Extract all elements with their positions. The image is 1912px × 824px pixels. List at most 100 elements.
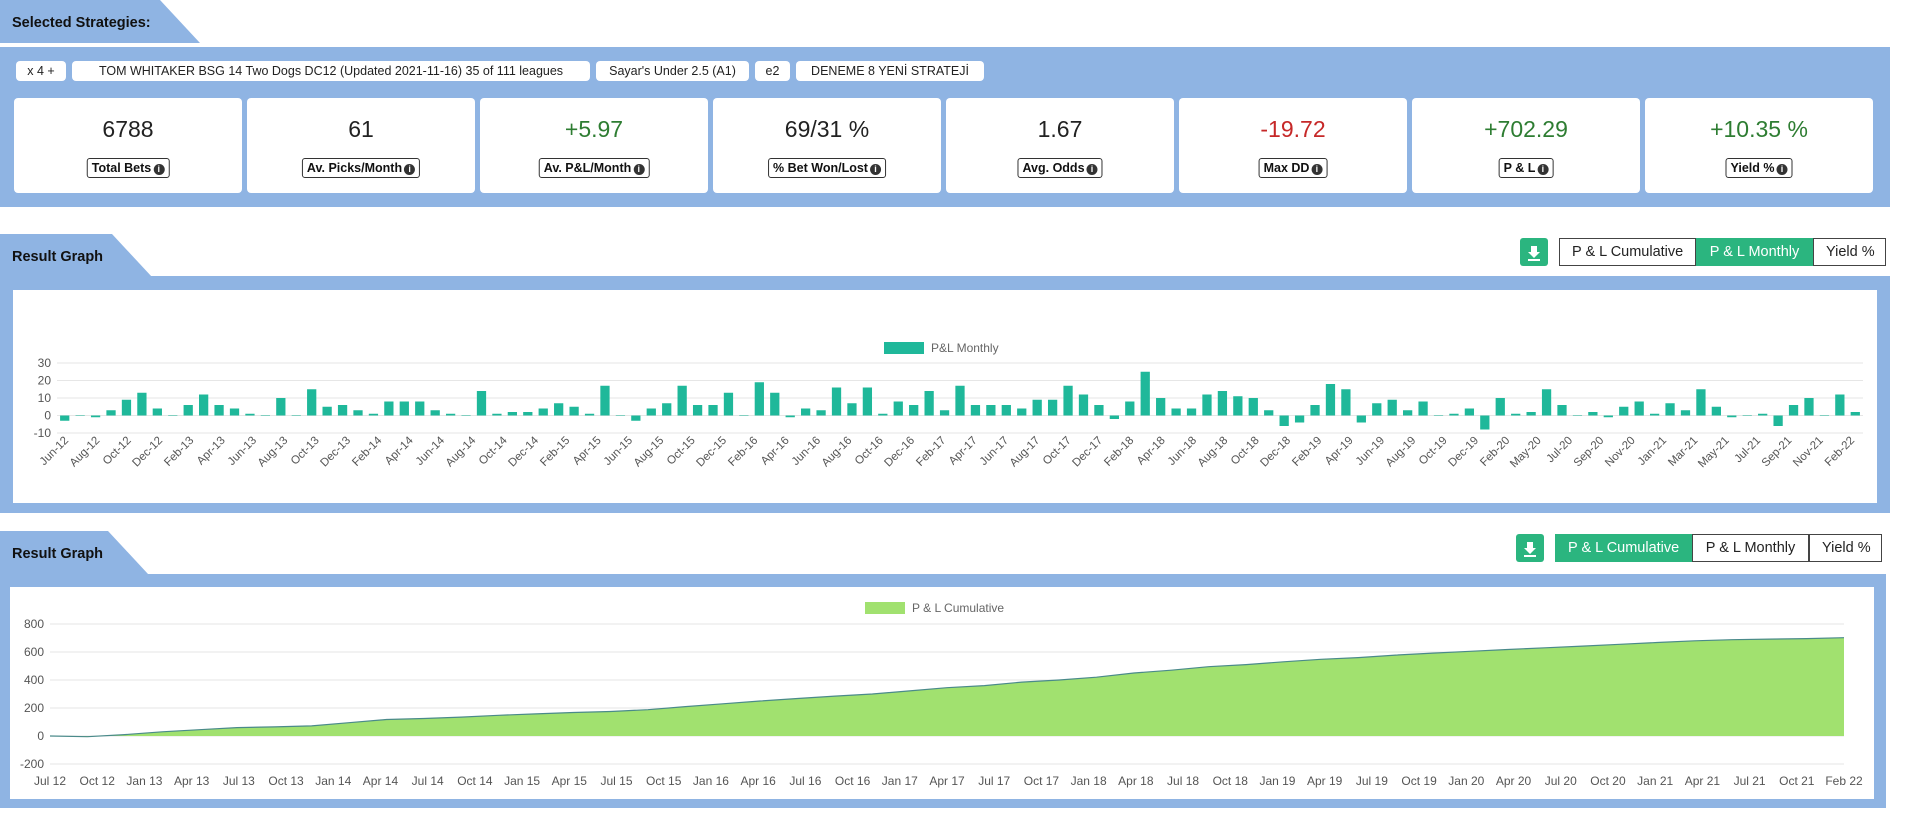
info-icon[interactable]: i <box>153 164 165 175</box>
info-icon[interactable]: i <box>869 164 881 175</box>
chart-toggle-button[interactable]: Yield % <box>1813 238 1886 266</box>
bar <box>1279 415 1289 426</box>
bar <box>1387 399 1397 416</box>
stat-card: +5.97 Av. P&L/Month i <box>480 98 708 193</box>
x-tick-label: Oct 13 <box>268 774 304 788</box>
bar <box>615 415 626 416</box>
bar <box>1649 413 1660 416</box>
x-tick-label: Jun-16 <box>790 435 823 468</box>
bar <box>183 405 193 416</box>
bar <box>523 412 533 416</box>
info-icon[interactable]: i <box>404 164 416 175</box>
x-tick-label: Dec-19 <box>1446 435 1481 470</box>
x-tick-label: Apr-18 <box>1135 435 1168 468</box>
download-button-1[interactable] <box>1520 238 1548 266</box>
x-tick-label: Oct 14 <box>457 774 493 788</box>
chart-toggle-button[interactable]: P & L Monthly <box>1692 534 1809 562</box>
strategy-chip[interactable]: x 4 + <box>16 61 66 81</box>
x-tick-label: Feb-20 <box>1478 435 1512 469</box>
info-icon[interactable]: i <box>1537 164 1549 175</box>
x-tick-label: Feb-15 <box>538 435 572 469</box>
strategy-chip[interactable]: TOM WHITAKER BSG 14 Two Dogs DC12 (Updat… <box>72 61 590 81</box>
bar <box>1680 410 1691 416</box>
download-icon <box>1528 246 1540 261</box>
bar <box>152 408 162 416</box>
x-tick-label: Oct-13 <box>289 435 322 468</box>
x-tick-label: Jul 21 <box>1734 774 1766 788</box>
bar <box>1619 406 1629 416</box>
x-tick-label: Apr 16 <box>740 774 776 788</box>
bar <box>368 413 379 416</box>
bar <box>307 389 317 416</box>
cumulative-pl-chart: P & L Cumulative 800 600 400 200 0 -200 Jul 12 O… <box>20 601 1863 788</box>
stat-value: +702.29 <box>1484 116 1568 142</box>
bar <box>631 415 641 421</box>
x-tick-label: Jul 18 <box>1167 774 1199 788</box>
bar <box>199 394 209 416</box>
stat-label[interactable]: Yield % i <box>1725 158 1793 178</box>
stat-card: 6788 Total Bets i <box>14 98 242 193</box>
x-tick-label: Jan 18 <box>1071 774 1107 788</box>
graph2-area: P & L Cumulative 800 600 400 200 0 -200 Jul 12 O… <box>10 587 1874 799</box>
info-icon[interactable]: i <box>1311 164 1323 175</box>
result-graph-title-1: Result Graph <box>12 249 104 265</box>
stat-label[interactable]: % Bet Won/Lost i <box>768 158 886 178</box>
bar <box>1711 406 1721 416</box>
bar <box>924 391 934 416</box>
x-tick-label: Jun-13 <box>226 435 259 468</box>
stat-label[interactable]: Total Bets i <box>86 158 170 178</box>
bar <box>739 415 749 416</box>
bar <box>939 410 950 416</box>
chart-toggle-button[interactable]: Yield % <box>1809 534 1882 562</box>
strategy-chip[interactable]: Sayar's Under 2.5 (A1) <box>596 61 749 81</box>
bar <box>862 387 873 416</box>
x-tick-label: Feb-19 <box>1290 435 1324 469</box>
strategy-chip[interactable]: e2 <box>755 61 790 81</box>
stat-card: 69/31 % % Bet Won/Lost i <box>713 98 941 193</box>
bar <box>1233 396 1243 416</box>
stat-label[interactable]: Avg. Odds i <box>1017 158 1103 178</box>
chart-toggle-button[interactable]: P & L Cumulative <box>1555 534 1692 562</box>
bar <box>1125 401 1135 416</box>
stat-label[interactable]: Av. Picks/Month i <box>301 158 421 178</box>
x-tick-label: Jan 20 <box>1448 774 1484 788</box>
bar <box>1047 399 1058 416</box>
bar <box>1495 398 1505 416</box>
stat-label[interactable]: Max DD i <box>1258 158 1328 178</box>
stat-value: 6788 <box>102 116 154 142</box>
x-tick-label: Aug-12 <box>68 435 103 470</box>
stat-card: 61 Av. Picks/Month i <box>247 98 475 193</box>
bar <box>554 403 564 416</box>
bar <box>1171 408 1181 416</box>
bar <box>1850 412 1860 416</box>
x-tick-label: Apr-16 <box>759 435 792 468</box>
bar <box>1109 415 1119 419</box>
chart-toggle-button[interactable]: P & L Monthly <box>1696 238 1813 266</box>
bar <box>1758 413 1768 416</box>
info-icon[interactable]: i <box>633 164 645 175</box>
stat-card: 1.67 Avg. Odds i <box>946 98 1174 193</box>
bar <box>970 405 981 416</box>
bar <box>399 401 409 416</box>
bar <box>1032 399 1042 416</box>
x-tick-label: Dec-13 <box>318 435 353 470</box>
bar <box>1449 413 1459 416</box>
x-tick-label: Feb-22 <box>1823 435 1857 469</box>
info-icon[interactable]: i <box>1086 164 1098 175</box>
x-tick-label: Oct 21 <box>1779 774 1815 788</box>
stat-value: 61 <box>348 116 374 142</box>
chart-toggle-button[interactable]: P & L Cumulative <box>1559 238 1696 266</box>
stat-label-text: Total Bets <box>91 161 152 175</box>
series-line <box>49 637 1845 738</box>
stat-label-text: Yield % <box>1730 161 1775 175</box>
stat-label[interactable]: Av. P&L/Month i <box>538 158 650 178</box>
x-tick-label: Jul 16 <box>789 774 821 788</box>
info-icon[interactable]: i <box>1776 164 1788 175</box>
download-button-2[interactable] <box>1516 534 1544 562</box>
bar <box>801 408 811 416</box>
strategy-chip[interactable]: DENEME 8 YENİ STRATEJİ <box>796 61 984 81</box>
bar <box>1156 398 1166 416</box>
x-tick-label: Oct-14 <box>477 434 510 467</box>
